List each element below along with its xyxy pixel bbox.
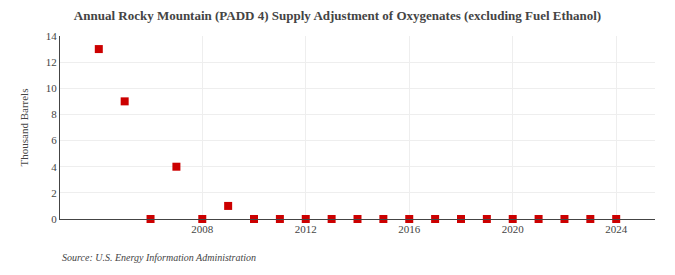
svg-text:10: 10 bbox=[46, 82, 58, 94]
svg-text:2020: 2020 bbox=[502, 223, 525, 235]
svg-text:2012: 2012 bbox=[295, 223, 317, 235]
svg-text:8: 8 bbox=[51, 108, 57, 120]
svg-text:14: 14 bbox=[46, 30, 58, 42]
svg-text:2024: 2024 bbox=[605, 223, 628, 235]
svg-text:6: 6 bbox=[51, 134, 57, 146]
svg-text:12: 12 bbox=[46, 56, 57, 68]
svg-text:Source: U.S. Energy Informatio: Source: U.S. Energy Information Administ… bbox=[62, 252, 256, 263]
svg-text:Thousand Barrels: Thousand Barrels bbox=[18, 89, 30, 167]
svg-text:0: 0 bbox=[51, 213, 57, 225]
svg-text:2: 2 bbox=[51, 187, 57, 199]
svg-text:Annual Rocky Mountain (PADD 4): Annual Rocky Mountain (PADD 4) Supply Ad… bbox=[74, 8, 601, 23]
svg-text:2008: 2008 bbox=[191, 223, 214, 235]
svg-text:4: 4 bbox=[51, 161, 57, 173]
svg-text:2016: 2016 bbox=[398, 223, 421, 235]
